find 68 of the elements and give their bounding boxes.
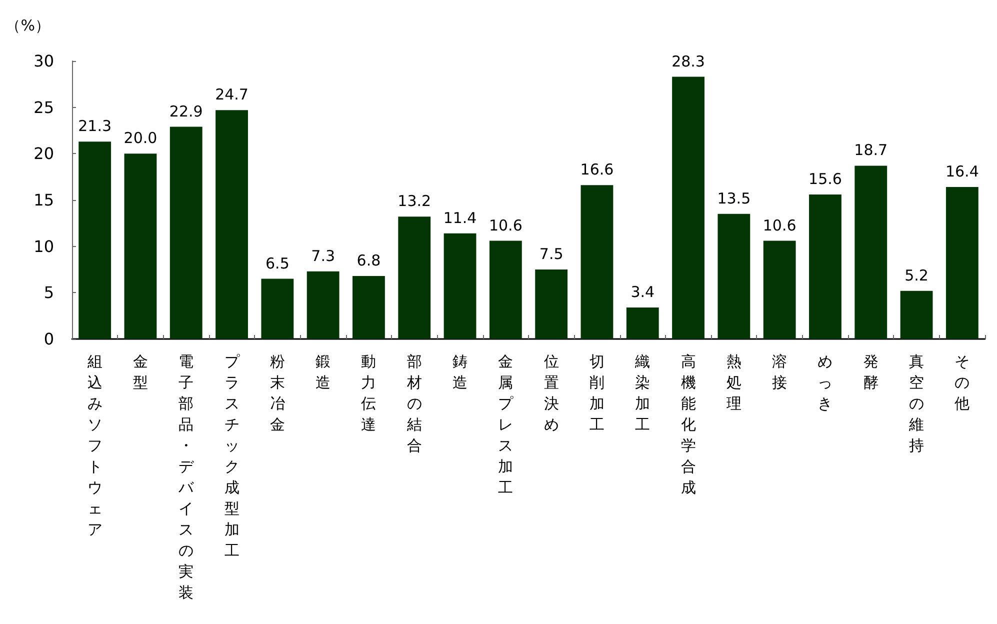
bar xyxy=(946,187,978,339)
data-label: 18.7 xyxy=(854,141,888,160)
x-tick-label: 金型 xyxy=(132,352,148,392)
data-label: 7.3 xyxy=(311,246,336,265)
category-label: プラスチック成型加工 xyxy=(224,352,240,560)
x-tick-label: 鍛造 xyxy=(316,352,331,392)
x-tick-label: 鋳造 xyxy=(452,352,468,392)
data-label: 16.6 xyxy=(580,160,614,179)
x-tick-label: その他 xyxy=(954,352,970,412)
data-label: 10.6 xyxy=(488,216,522,234)
y-tick-label: 0 xyxy=(44,330,54,348)
data-label: 3.4 xyxy=(630,282,655,301)
bar xyxy=(672,76,704,339)
bar xyxy=(78,142,112,339)
bar xyxy=(216,110,248,339)
bar xyxy=(626,307,659,339)
data-label: 21.3 xyxy=(78,117,112,136)
y-tick-label: 15 xyxy=(34,190,54,210)
x-tick-label: 発酵 xyxy=(863,352,878,392)
y-tick-label: 30 xyxy=(34,52,54,70)
x-tick-label: 熱処理 xyxy=(726,352,742,412)
bar xyxy=(854,166,888,339)
bar xyxy=(261,278,294,339)
data-label: 10.6 xyxy=(762,216,796,234)
x-tick-label: 高機能化学合成 xyxy=(680,352,696,496)
x-tick-label: 金属プレス加工 xyxy=(498,352,514,496)
y-tick-label: 5 xyxy=(44,283,54,302)
data-label: 20.0 xyxy=(124,129,158,148)
bar xyxy=(809,194,842,339)
y-axis-title: （%） xyxy=(6,16,50,34)
bar xyxy=(170,126,202,339)
data-label: 16.4 xyxy=(945,162,979,181)
x-tick-label: 位置決め xyxy=(544,352,559,434)
y-tick-label: 10 xyxy=(34,236,54,256)
data-label: 24.7 xyxy=(215,86,248,104)
data-label: 7.5 xyxy=(539,245,564,263)
bar xyxy=(398,216,431,339)
data-label: 6.5 xyxy=(265,254,290,272)
x-tick-label: 粉末冶金 xyxy=(270,352,285,434)
category-label: 組込みソフトウェア xyxy=(87,352,102,538)
y-tick-label: 20 xyxy=(34,144,54,164)
bar xyxy=(306,271,340,339)
data-label: 6.8 xyxy=(356,251,381,270)
bar xyxy=(444,233,476,339)
x-tick-label: 動力伝達 xyxy=(361,352,376,434)
x-tick-label: 織染加工 xyxy=(634,352,650,434)
data-label: 22.9 xyxy=(169,102,203,120)
data-label: 5.2 xyxy=(904,266,928,284)
bar xyxy=(763,240,796,339)
bar xyxy=(489,240,522,339)
category-label: 電子部品・デバイスの実装 xyxy=(178,352,194,602)
y-tick-label: 25 xyxy=(34,98,54,117)
x-tick-label: 部材の結合 xyxy=(406,352,422,454)
data-label: 13.2 xyxy=(398,192,432,210)
x-tick-label: 切削加工 xyxy=(589,352,604,434)
x-tick-label: めっき xyxy=(818,352,833,412)
bar xyxy=(580,185,614,339)
x-tick-label: 溶接 xyxy=(772,352,788,392)
data-label: 15.6 xyxy=(808,170,842,188)
bar xyxy=(124,154,157,339)
data-label: 13.5 xyxy=(717,189,751,208)
data-label: 11.4 xyxy=(443,208,477,227)
data-label: 28.3 xyxy=(672,52,705,70)
bar xyxy=(900,290,933,339)
bar xyxy=(535,270,568,339)
x-tick-label: 真空の維持 xyxy=(908,352,924,454)
bar xyxy=(352,276,385,339)
bar xyxy=(718,214,750,339)
